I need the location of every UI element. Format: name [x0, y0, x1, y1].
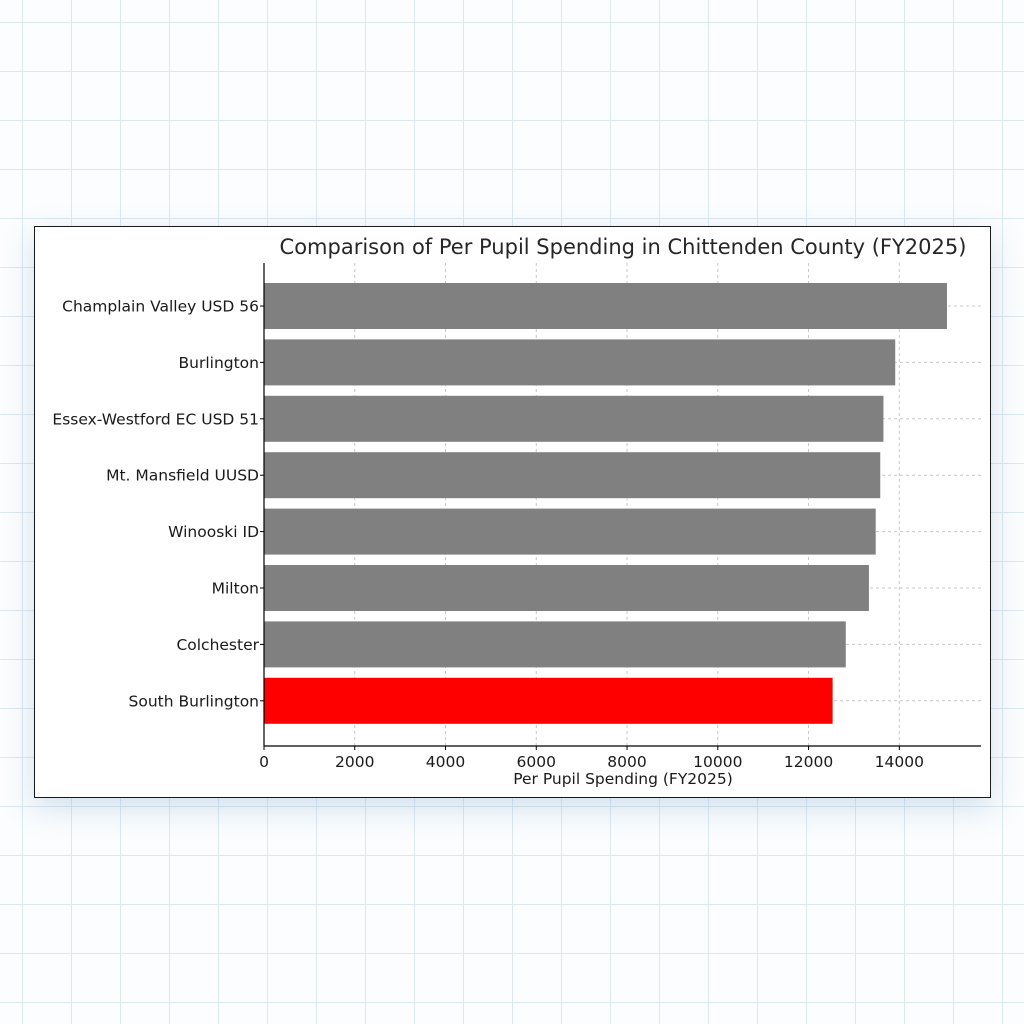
category-label-4: Winooski ID: [168, 523, 259, 541]
x-tick-label-1: 2000: [335, 753, 374, 771]
grid-layer: [263, 263, 981, 746]
bar-7: [264, 677, 833, 724]
category-label-1: Burlington: [179, 354, 260, 372]
category-label-7: South Burlington: [129, 692, 259, 710]
x-tick-label-2: 4000: [426, 753, 465, 771]
axes-layer: [260, 263, 981, 750]
x-tick-label-6: 12000: [784, 753, 833, 771]
bars-layer: [264, 283, 947, 724]
category-label-2: Essex-Westford EC USD 51: [52, 410, 259, 428]
bar-5: [264, 565, 869, 611]
x-tick-label-7: 14000: [875, 753, 924, 771]
chart-card: Comparison of Per Pupil Spending in Chit…: [34, 226, 991, 798]
x-tick-label-0: 0: [259, 753, 269, 771]
bar-chart: Comparison of Per Pupil Spending in Chit…: [52, 235, 981, 788]
category-label-0: Champlain Valley USD 56: [62, 298, 259, 316]
bar-3: [264, 452, 881, 499]
bar-6: [264, 621, 846, 668]
bar-2: [264, 395, 884, 442]
x-tick-label-5: 10000: [693, 753, 742, 771]
x-axis-label: Per Pupil Spending (FY2025): [513, 770, 733, 788]
bar-0: [264, 283, 947, 329]
x-tick-label-3: 6000: [517, 753, 556, 771]
category-label-3: Mt. Mansfield UUSD: [106, 467, 259, 485]
category-label-5: Milton: [212, 580, 259, 598]
bar-4: [264, 508, 876, 555]
chart-title: Comparison of Per Pupil Spending in Chit…: [280, 235, 967, 259]
labels-layer: Champlain Valley USD 56 Burlington Essex-W…: [52, 298, 924, 772]
x-tick-label-4: 8000: [607, 753, 646, 771]
category-label-6: Colchester: [176, 636, 259, 654]
bar-1: [264, 339, 896, 386]
